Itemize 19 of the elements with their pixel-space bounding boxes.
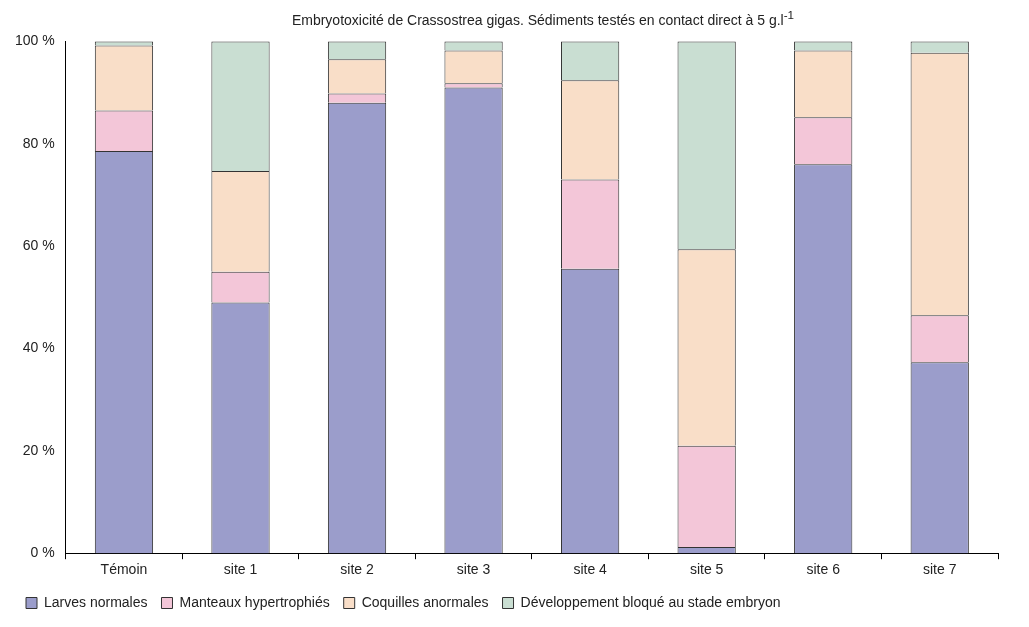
x-tick-label: site 6 [806,561,841,578]
legend-label: Larves normales [44,593,148,610]
chart-title: Embryotoxicité de Crassostrea gigas. Sédiments testés en contact direct à 5 g.l$^{-1}$ [290,8,796,28]
x-tick-label: site 2 [340,561,374,578]
y-tick-label: 40 % [22,339,55,355]
y-tick-label: 100 % [14,31,55,48]
y-tick-label: 60 % [22,236,55,253]
y-tick-label: 20 % [22,441,55,458]
y-tick-label: 0 % [30,543,55,560]
x-tick-label: site 7 [923,561,957,578]
x-tick-label: site 4 [573,561,608,578]
x-tick-label: site 3 [456,561,491,578]
y-tick-label: 80 % [22,134,55,151]
x-tick-label: Témoin [100,561,148,578]
legend-label: Manteaux hypertrophiés [179,593,330,610]
x-tick-label: site 1 [223,561,258,578]
legend-label: Coquilles anormales [361,593,489,610]
x-tick-label: site 5 [689,561,724,578]
legend-label: Développement bloqué au stade embryon [520,593,781,610]
